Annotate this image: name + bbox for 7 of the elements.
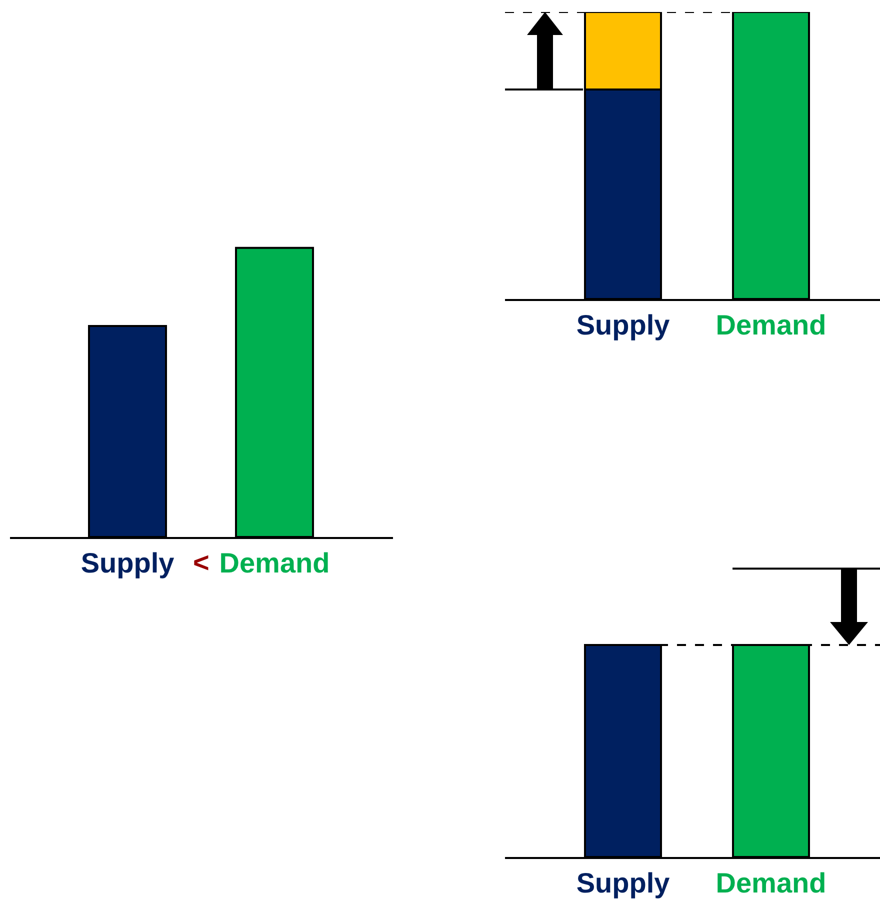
x-tick-label: Supply	[80, 548, 175, 579]
x-tick-label: Demand	[219, 548, 330, 579]
text: <	[193, 547, 210, 578]
x-tick-label: Supply	[576, 310, 670, 341]
x-tick-label: Supply	[576, 868, 670, 899]
x-tick-label: Demand	[716, 310, 826, 341]
x-tick-label: Demand	[716, 868, 826, 899]
